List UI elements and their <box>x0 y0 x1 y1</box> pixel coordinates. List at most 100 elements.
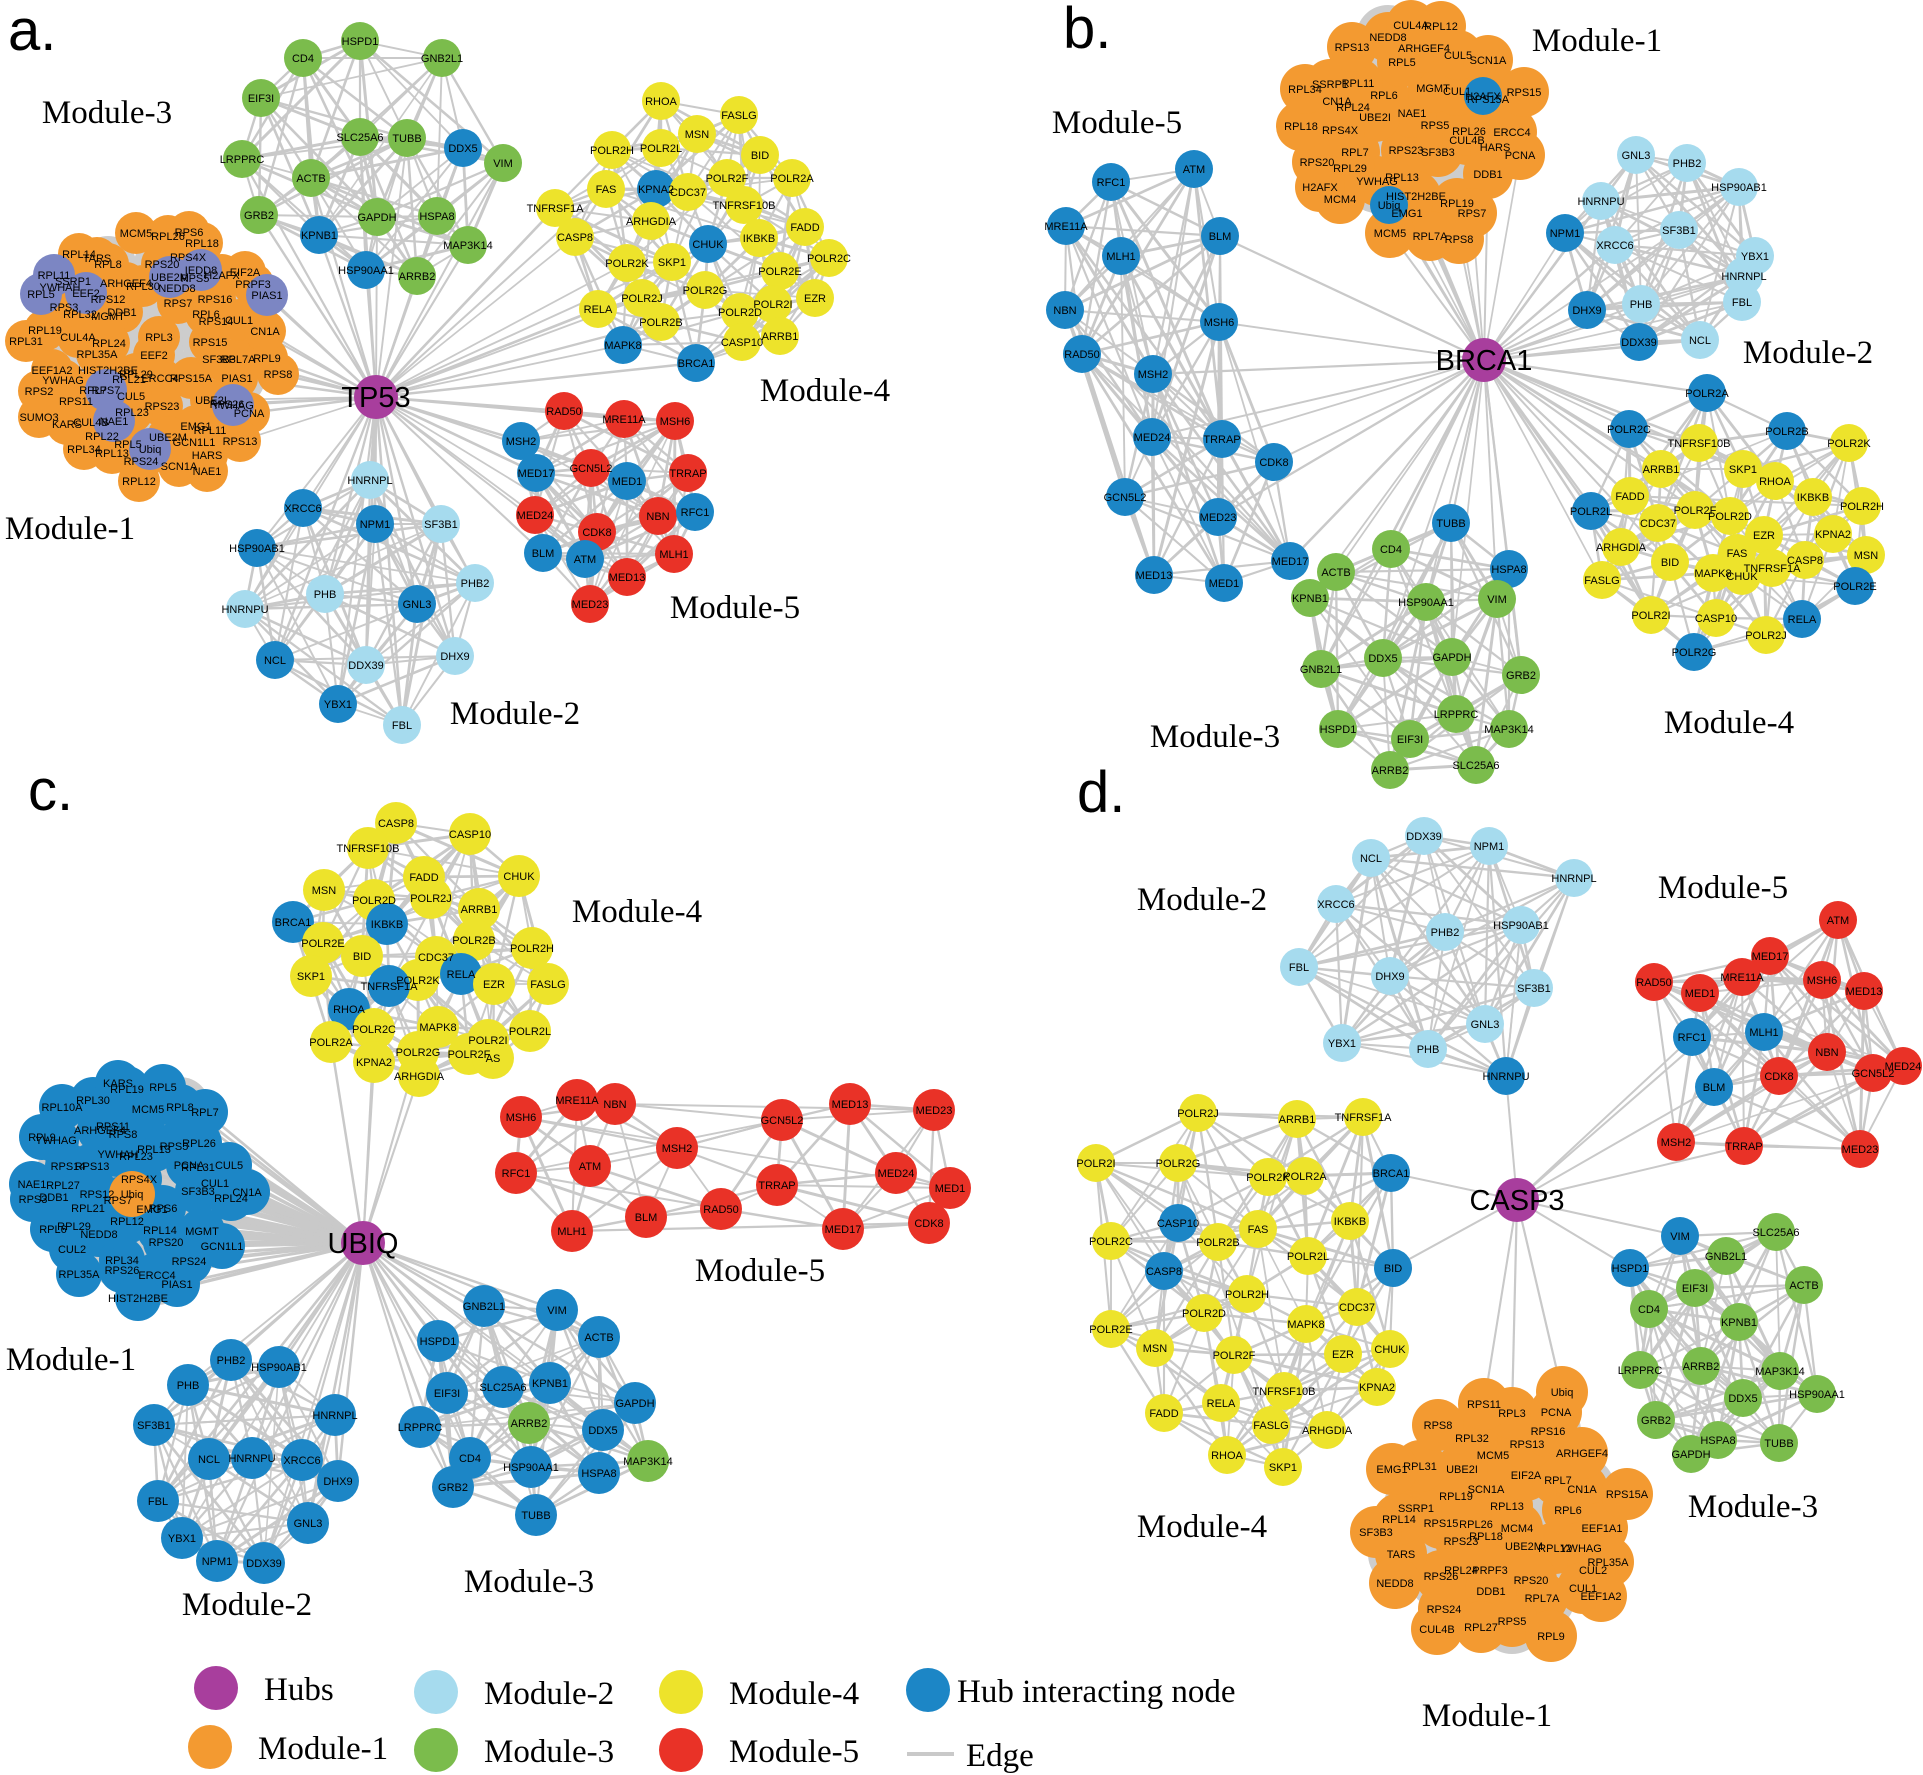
svg-text:MLH1: MLH1 <box>1749 1027 1778 1039</box>
svg-text:PIAS1: PIAS1 <box>161 1279 192 1291</box>
svg-text:GAPDH: GAPDH <box>1432 652 1471 664</box>
svg-text:RPS13: RPS13 <box>1335 42 1370 54</box>
svg-text:MCM5: MCM5 <box>120 228 152 240</box>
svg-text:CDK8: CDK8 <box>1259 457 1288 469</box>
svg-text:VIM: VIM <box>493 158 513 170</box>
svg-text:POLR2A: POLR2A <box>1283 1171 1327 1183</box>
svg-text:POLR2I: POLR2I <box>753 299 792 311</box>
svg-text:SKP1: SKP1 <box>1269 1462 1297 1474</box>
svg-text:XRCC6: XRCC6 <box>1317 899 1354 911</box>
svg-text:RHOA: RHOA <box>1211 1450 1243 1462</box>
svg-text:CN1A: CN1A <box>232 1187 262 1199</box>
svg-text:POLR2J: POLR2J <box>1177 1108 1219 1120</box>
svg-text:UBE2I: UBE2I <box>1446 1464 1478 1476</box>
svg-text:MRE11A: MRE11A <box>602 414 646 426</box>
svg-text:RPL13: RPL13 <box>137 1144 171 1156</box>
svg-text:ACTB: ACTB <box>584 1332 613 1344</box>
svg-text:POLR2E: POLR2E <box>301 938 344 950</box>
svg-text:CD4: CD4 <box>292 53 314 65</box>
svg-text:FASLG: FASLG <box>721 110 756 122</box>
svg-text:RPL31: RPL31 <box>1403 1461 1437 1473</box>
svg-text:c.: c. <box>28 758 73 823</box>
svg-text:CD4: CD4 <box>1638 1304 1660 1316</box>
svg-text:PHB2: PHB2 <box>461 578 490 590</box>
svg-text:POLR2K: POLR2K <box>396 975 440 987</box>
svg-text:RPS11: RPS11 <box>59 396 93 408</box>
svg-text:BRCA1: BRCA1 <box>678 358 715 370</box>
svg-text:CASP10: CASP10 <box>449 829 491 841</box>
svg-text:Edge: Edge <box>966 1738 1034 1774</box>
svg-text:YWHAG: YWHAG <box>42 375 84 387</box>
svg-text:YBX1: YBX1 <box>324 699 352 711</box>
svg-text:ARRB1: ARRB1 <box>1643 464 1680 476</box>
svg-text:HNRNPU: HNRNPU <box>228 1453 275 1465</box>
svg-text:Module-4: Module-4 <box>1137 1509 1267 1545</box>
svg-text:MSH2: MSH2 <box>1661 1137 1692 1149</box>
svg-text:RPS2: RPS2 <box>25 386 54 398</box>
svg-text:RPL24: RPL24 <box>92 338 126 350</box>
svg-text:POLR2G: POLR2G <box>396 1047 441 1059</box>
svg-text:CUL4B: CUL4B <box>1419 1624 1454 1636</box>
svg-text:PHB2: PHB2 <box>1673 158 1702 170</box>
svg-text:KARS: KARS <box>52 419 82 431</box>
svg-text:RPL6: RPL6 <box>1554 1505 1582 1517</box>
svg-text:Ubiq: Ubiq <box>1378 200 1401 212</box>
svg-text:RPL26: RPL26 <box>182 1138 216 1150</box>
svg-text:YBX1: YBX1 <box>168 1533 196 1545</box>
svg-text:RPS8: RPS8 <box>1445 234 1474 246</box>
svg-text:SUMO3: SUMO3 <box>19 412 58 424</box>
svg-text:EMG1: EMG1 <box>180 421 211 433</box>
svg-text:POLR2F: POLR2F <box>706 173 749 185</box>
svg-text:d.: d. <box>1077 760 1125 825</box>
svg-text:RAD50: RAD50 <box>1064 349 1099 361</box>
svg-text:RPS14: RPS14 <box>51 1161 86 1173</box>
svg-text:RPL14: RPL14 <box>1382 1514 1416 1526</box>
svg-text:RPS15: RPS15 <box>193 337 228 349</box>
svg-text:Module-1: Module-1 <box>6 1342 136 1378</box>
svg-text:RPL18: RPL18 <box>185 238 219 250</box>
svg-text:RPL24: RPL24 <box>1444 1565 1478 1577</box>
svg-text:MAP3K14: MAP3K14 <box>1484 724 1534 736</box>
svg-text:POLR2L: POLR2L <box>640 143 682 155</box>
svg-text:UBE2M: UBE2M <box>149 432 187 444</box>
svg-text:DDB1: DDB1 <box>1476 1586 1505 1598</box>
svg-text:RPS6: RPS6 <box>175 227 204 239</box>
svg-text:RPS3: RPS3 <box>19 1194 48 1206</box>
svg-text:EZR: EZR <box>1753 530 1775 542</box>
svg-text:TP53: TP53 <box>341 382 410 414</box>
svg-text:EZR: EZR <box>1332 1349 1354 1361</box>
svg-text:MAPK8: MAPK8 <box>419 1022 456 1034</box>
svg-text:RPS8: RPS8 <box>109 1129 138 1141</box>
svg-text:RPL6: RPL6 <box>1370 90 1398 102</box>
svg-text:POLR2D: POLR2D <box>1182 1308 1226 1320</box>
svg-text:GRB2: GRB2 <box>438 1482 468 1494</box>
svg-text:RPS24: RPS24 <box>124 456 159 468</box>
svg-text:POLR2J: POLR2J <box>621 293 663 305</box>
svg-text:CDK8: CDK8 <box>1764 1071 1793 1083</box>
svg-text:HSP90AB1: HSP90AB1 <box>251 1362 307 1374</box>
svg-text:FASLG: FASLG <box>1584 575 1619 587</box>
svg-text:RPS7: RPS7 <box>1458 208 1487 220</box>
svg-text:HNRNPU: HNRNPU <box>1577 196 1624 208</box>
svg-text:BRCA1: BRCA1 <box>1436 345 1533 377</box>
svg-text:RPS13: RPS13 <box>1510 1439 1545 1451</box>
svg-text:CASP3: CASP3 <box>1469 1185 1564 1217</box>
svg-text:FAS: FAS <box>596 184 617 196</box>
svg-text:TRRAP: TRRAP <box>669 468 706 480</box>
svg-text:HSP90AA1: HSP90AA1 <box>503 1462 559 1474</box>
svg-text:RPS8: RPS8 <box>264 369 293 381</box>
svg-text:NCL: NCL <box>264 655 286 667</box>
svg-text:MSH2: MSH2 <box>662 1143 693 1155</box>
svg-text:Ubiq: Ubiq <box>139 444 162 456</box>
svg-text:PCNA: PCNA <box>1505 150 1536 162</box>
svg-text:Module-3: Module-3 <box>42 95 172 131</box>
svg-text:MSH6: MSH6 <box>1204 317 1235 329</box>
svg-text:NAE1: NAE1 <box>18 1179 47 1191</box>
svg-text:MGMT: MGMT <box>91 311 125 323</box>
svg-text:MED17: MED17 <box>1272 556 1309 568</box>
svg-text:GNL3: GNL3 <box>1622 150 1651 162</box>
svg-text:RPS24: RPS24 <box>1427 1604 1462 1616</box>
svg-text:SF3B3: SF3B3 <box>202 354 236 366</box>
svg-text:LRPPRC: LRPPRC <box>1618 1365 1663 1377</box>
svg-text:RPL5: RPL5 <box>27 289 55 301</box>
